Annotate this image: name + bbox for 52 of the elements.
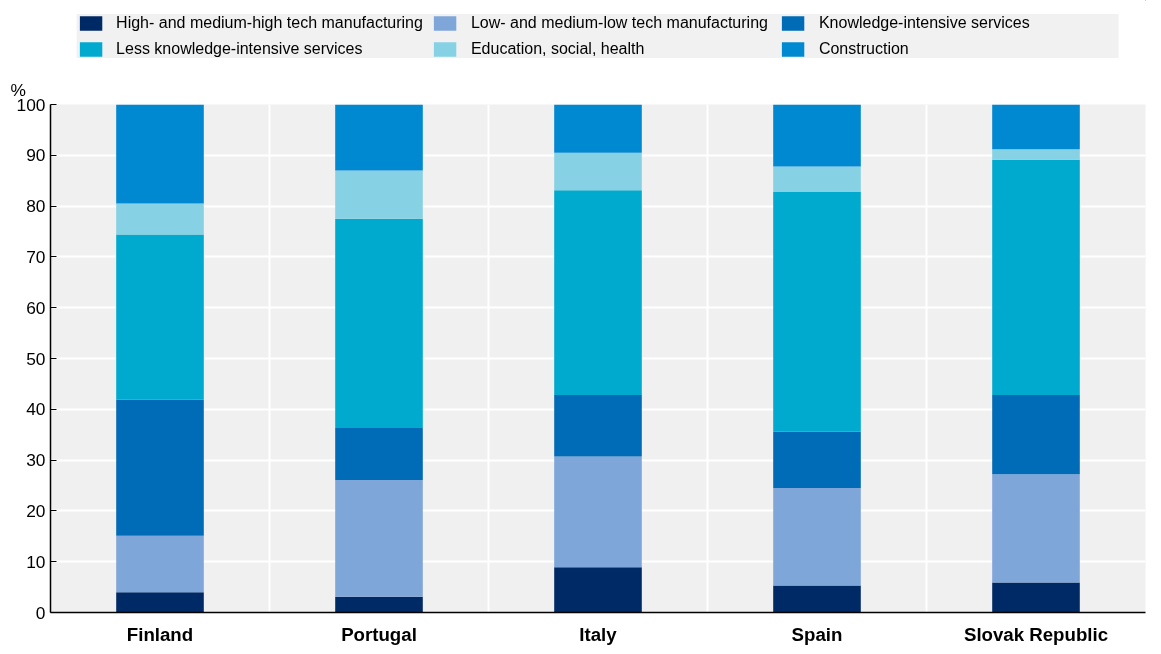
bar bbox=[116, 203, 204, 235]
bar bbox=[773, 166, 861, 192]
legend-label: High- and medium-high tech manufacturing bbox=[116, 14, 423, 32]
legend-label: Education, social, health bbox=[470, 40, 646, 58]
y-tick-label: 80 bbox=[26, 196, 46, 217]
bar bbox=[116, 234, 204, 400]
y-tick-label: 0 bbox=[35, 602, 46, 623]
bar bbox=[335, 218, 423, 429]
legend-label: Construction bbox=[818, 40, 910, 58]
bar bbox=[992, 149, 1080, 160]
bar bbox=[773, 585, 861, 613]
bar bbox=[116, 535, 204, 593]
bar bbox=[773, 191, 861, 432]
bar bbox=[335, 104, 423, 171]
bar bbox=[116, 104, 204, 204]
bar bbox=[335, 596, 423, 613]
bar bbox=[335, 170, 423, 219]
x-tick-label: Italy bbox=[579, 623, 618, 645]
y-tick-label: 10 bbox=[26, 551, 46, 572]
bar bbox=[116, 399, 204, 536]
x-tick-label: Spain bbox=[791, 623, 843, 645]
legend-label: Less knowledge-intensive services bbox=[116, 40, 364, 58]
bar bbox=[554, 395, 642, 457]
bar bbox=[335, 479, 423, 597]
x-tick-label: Finland bbox=[126, 623, 194, 645]
bar bbox=[992, 104, 1080, 150]
bar bbox=[992, 159, 1080, 396]
x-tick-label: Portugal bbox=[341, 623, 417, 645]
bar bbox=[554, 152, 642, 191]
y-tick-label: 70 bbox=[26, 246, 46, 267]
bar bbox=[992, 395, 1080, 475]
bar bbox=[992, 582, 1080, 613]
bar bbox=[554, 456, 642, 568]
bar bbox=[116, 592, 204, 613]
legend-label: Knowledge-intensive services bbox=[818, 14, 1031, 32]
bar bbox=[992, 474, 1080, 583]
y-tick-label: 20 bbox=[26, 500, 46, 521]
legend-label: Low- and medium-low tech manufacturing bbox=[470, 14, 769, 32]
bar bbox=[335, 428, 423, 480]
y-axis-title: % bbox=[10, 79, 26, 100]
x-tick-label: Slovak Republic bbox=[963, 623, 1109, 645]
bar bbox=[773, 488, 861, 586]
bar bbox=[773, 104, 861, 167]
y-tick-label: 50 bbox=[26, 348, 46, 369]
y-tick-label: 30 bbox=[26, 450, 46, 471]
bar bbox=[773, 431, 861, 489]
y-tick-label: 60 bbox=[26, 297, 46, 318]
bar bbox=[554, 567, 642, 613]
y-tick-label: 40 bbox=[26, 399, 46, 420]
y-tick-label: 90 bbox=[26, 145, 46, 166]
bar bbox=[554, 104, 642, 153]
bar bbox=[554, 190, 642, 396]
